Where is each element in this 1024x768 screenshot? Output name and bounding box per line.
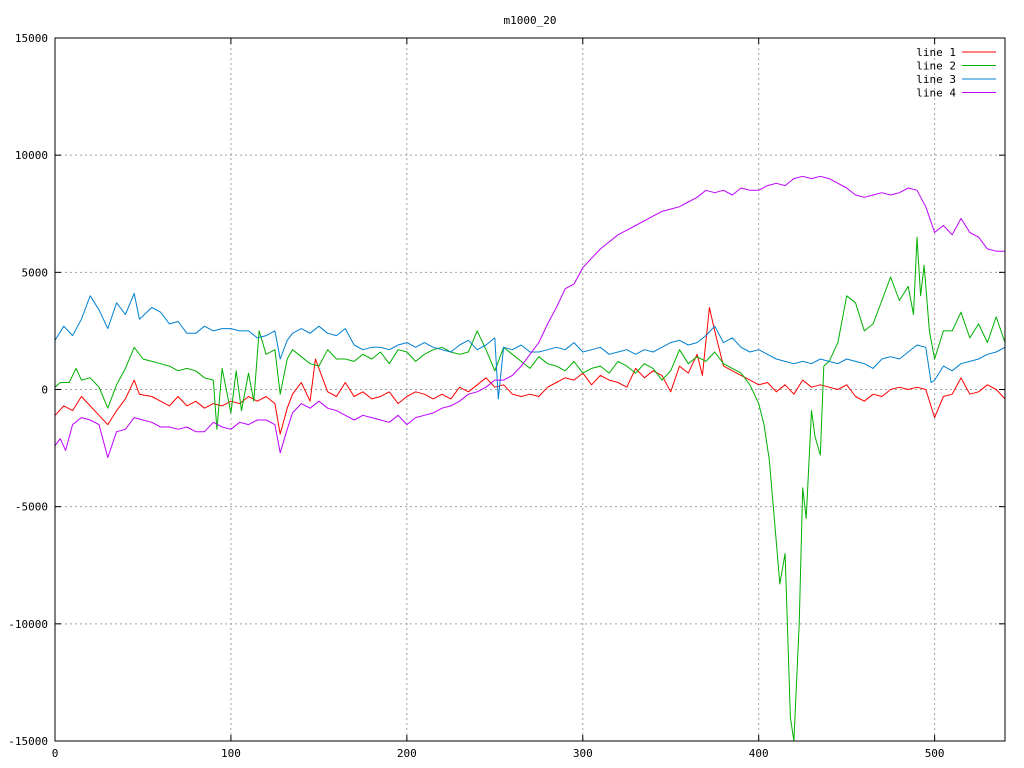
legend-label: line 1 <box>916 46 956 59</box>
grid <box>55 38 1005 741</box>
x-tick-label: 400 <box>749 747 769 760</box>
legend-label: line 2 <box>916 60 956 73</box>
y-tick-label: -5000 <box>15 501 48 514</box>
y-tick-label: 0 <box>41 384 48 397</box>
x-tick-label: 200 <box>397 747 417 760</box>
series-line-1 <box>55 307 1005 435</box>
y-tick-label: -10000 <box>8 618 48 631</box>
axis-ticks: 0 100 200 300 400 500 -15000 -10000 -5000 0 5000 10… <box>8 32 1005 760</box>
y-tick-label: 5000 <box>22 266 49 279</box>
legend-label: line 3 <box>916 73 956 86</box>
x-tick-label: 500 <box>925 747 945 760</box>
legend-label: line 4 <box>916 87 956 100</box>
series-line-4 <box>55 175 1005 458</box>
y-tick-label: 10000 <box>15 149 48 162</box>
x-tick-label: 100 <box>221 747 241 760</box>
x-tick-label: 0 <box>52 747 59 760</box>
y-tick-label: -15000 <box>8 735 48 748</box>
x-tick-label: 300 <box>573 747 593 760</box>
series-line-2 <box>55 236 1005 741</box>
series-layer <box>55 175 1005 741</box>
chart-title: m1000_20 <box>504 14 557 27</box>
series-line-3 <box>55 292 1005 400</box>
y-tick-label: 15000 <box>15 32 48 45</box>
